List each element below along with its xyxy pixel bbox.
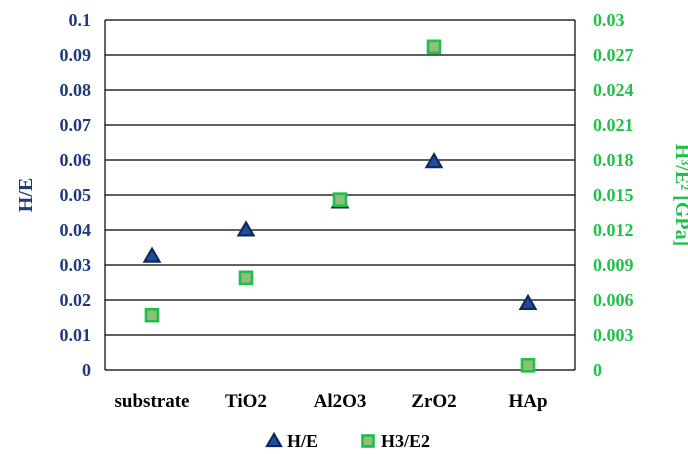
category-label: Al2O3 xyxy=(314,391,367,412)
right-tick-label: 0.012 xyxy=(593,220,634,240)
left-tick-label: 0.08 xyxy=(60,80,92,100)
point-h3-over-e2 xyxy=(144,307,160,323)
right-tick-label: 0.027 xyxy=(593,45,634,65)
legend: H/E H3/E2 xyxy=(265,431,430,451)
category-labels: substrate TiO2 Al2O3 ZrO2 HAp xyxy=(115,391,548,412)
left-axis-title: H/E xyxy=(15,178,37,212)
left-tick-label: 0.06 xyxy=(60,150,92,170)
right-tick-label: 0.006 xyxy=(593,290,634,310)
left-axis-ticks: 0 0.01 0.02 0.03 0.04 0.05 0.06 0.07 0.08 0.09 0.1 xyxy=(60,10,92,380)
category-label: ZrO2 xyxy=(411,391,456,412)
left-tick-label: 0.1 xyxy=(69,10,92,30)
point-h-over-e xyxy=(142,246,162,263)
left-tick-label: 0.03 xyxy=(60,255,92,275)
point-h-over-e xyxy=(424,152,444,169)
right-tick-label: 0.018 xyxy=(593,150,634,170)
legend-label-h-over-e: H/E xyxy=(287,431,318,451)
right-tick-label: 0.024 xyxy=(593,80,634,100)
left-tick-label: 0.05 xyxy=(60,185,92,205)
left-tick-label: 0.09 xyxy=(60,45,92,65)
left-tick-label: 0.07 xyxy=(60,115,92,135)
left-tick-label: 0.04 xyxy=(60,220,92,240)
point-h3-over-e2 xyxy=(238,270,254,286)
point-h-over-e xyxy=(518,293,538,310)
legend-marker-h-over-e xyxy=(265,431,283,448)
point-h3-over-e2 xyxy=(426,39,442,55)
right-axis-ticks: 0 0.003 0.006 0.009 0.012 0.015 0.018 0.021 0.02… xyxy=(593,10,634,380)
point-h3-over-e2 xyxy=(332,192,348,207)
point-h-over-e xyxy=(236,220,256,237)
right-tick-label: 0.009 xyxy=(593,255,634,275)
category-label: TiO2 xyxy=(225,391,267,412)
left-tick-label: 0.01 xyxy=(60,325,92,345)
point-h3-over-e2 xyxy=(520,358,536,373)
right-tick-label: 0.021 xyxy=(593,115,634,135)
right-tick-label: 0.015 xyxy=(593,185,634,205)
left-tick-label: 0 xyxy=(82,360,91,380)
right-axis-title: H³/E² [GPa] xyxy=(671,144,688,247)
right-tick-label: 0.003 xyxy=(593,325,634,345)
category-label: HAp xyxy=(508,391,547,412)
legend-marker-h3-over-e2 xyxy=(361,434,375,448)
right-tick-label: 0 xyxy=(593,360,602,380)
right-tick-label: 0.03 xyxy=(593,10,625,30)
data-marks xyxy=(142,39,538,373)
legend-label-h3-over-e2: H3/E2 xyxy=(381,431,430,451)
category-label: substrate xyxy=(115,391,190,412)
left-tick-label: 0.02 xyxy=(60,290,92,310)
